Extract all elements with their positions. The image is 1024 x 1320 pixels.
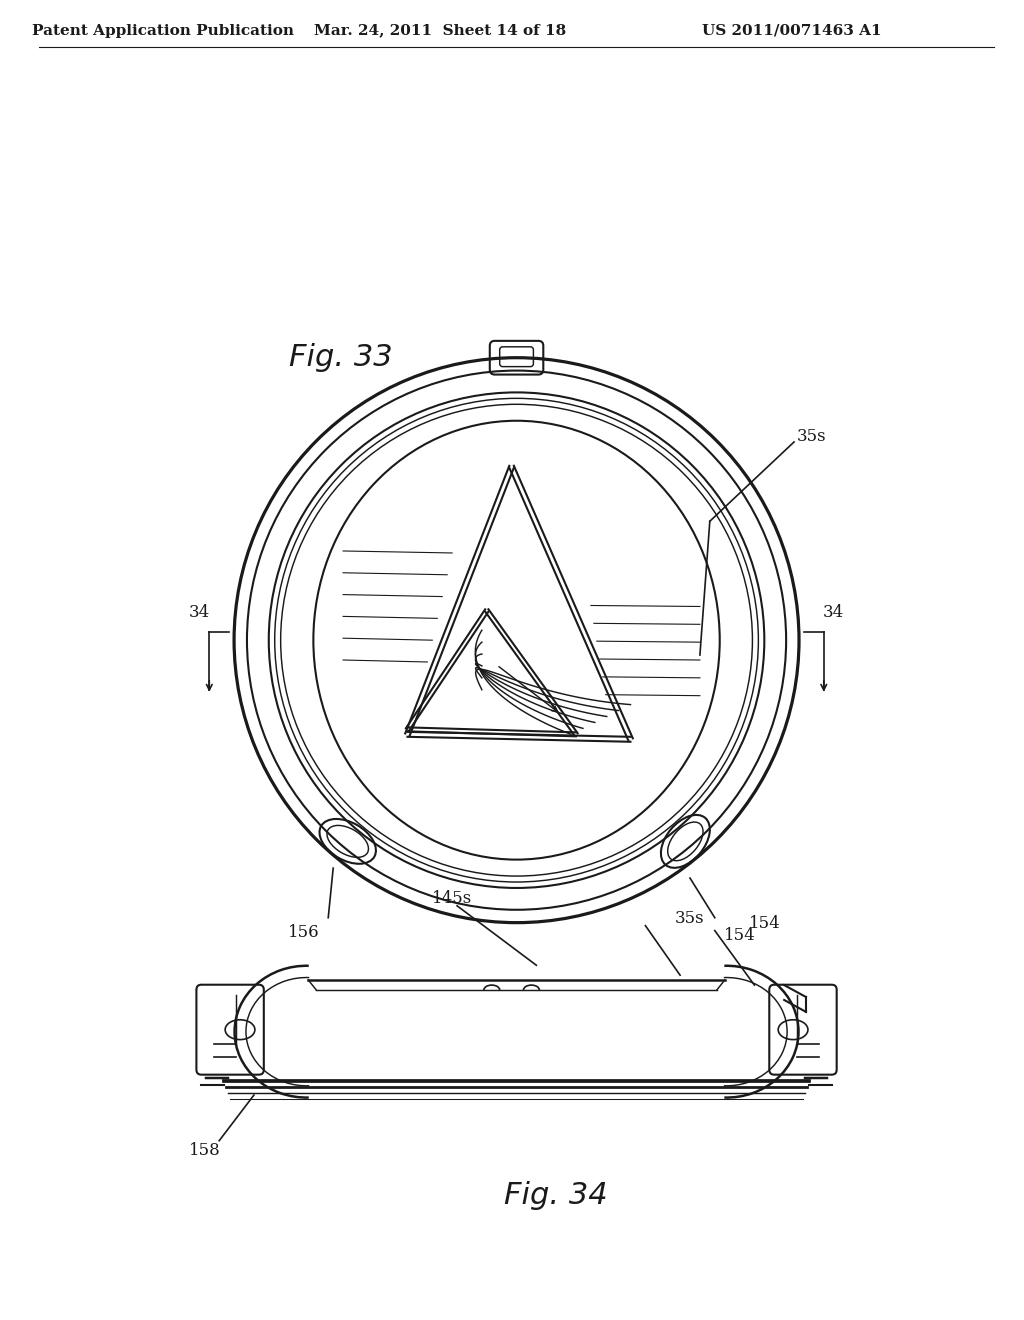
Text: 145s: 145s <box>432 891 472 907</box>
Text: Fig. 34: Fig. 34 <box>505 1180 608 1209</box>
Text: US 2011/0071463 A1: US 2011/0071463 A1 <box>702 24 882 38</box>
Text: Mar. 24, 2011  Sheet 14 of 18: Mar. 24, 2011 Sheet 14 of 18 <box>314 24 566 38</box>
Text: 34: 34 <box>823 605 845 620</box>
Text: Patent Application Publication: Patent Application Publication <box>32 24 294 38</box>
Text: 154: 154 <box>724 927 756 944</box>
Text: 35s: 35s <box>797 429 826 445</box>
Text: 35s: 35s <box>675 911 705 927</box>
Text: 156: 156 <box>288 924 319 941</box>
Text: 34: 34 <box>188 605 210 620</box>
Text: 154: 154 <box>749 915 780 932</box>
Text: 158: 158 <box>188 1142 220 1159</box>
Text: Fig. 33: Fig. 33 <box>289 343 392 372</box>
